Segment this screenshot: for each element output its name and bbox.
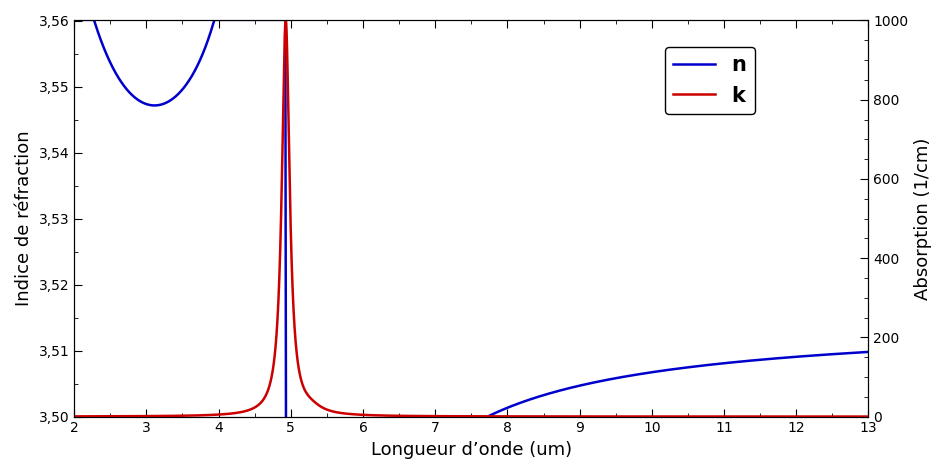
Line: k: k: [74, 20, 868, 417]
Line: n: n: [74, 20, 868, 423]
n: [245, 17, 257, 23]
k: [106, 413, 117, 419]
k: [68, 413, 80, 419]
k: [245, 406, 257, 412]
Y-axis label: Indice de réfraction: Indice de réfraction: [15, 131, 33, 306]
k: [279, 18, 291, 23]
n: [284, 420, 295, 426]
k: [863, 414, 874, 419]
k: [73, 413, 84, 419]
n: [68, 17, 80, 23]
n: [863, 349, 874, 355]
X-axis label: Longueur d’onde (um): Longueur d’onde (um): [370, 441, 572, 459]
n: [106, 63, 117, 68]
Legend: n, k: n, k: [665, 47, 755, 114]
n: [73, 17, 84, 23]
k: [284, 169, 295, 175]
n: [720, 360, 731, 366]
n: [122, 88, 134, 94]
k: [720, 414, 731, 419]
Y-axis label: Absorption (1/cm): Absorption (1/cm): [914, 137, 932, 300]
n: [280, 420, 292, 426]
k: [122, 413, 134, 419]
